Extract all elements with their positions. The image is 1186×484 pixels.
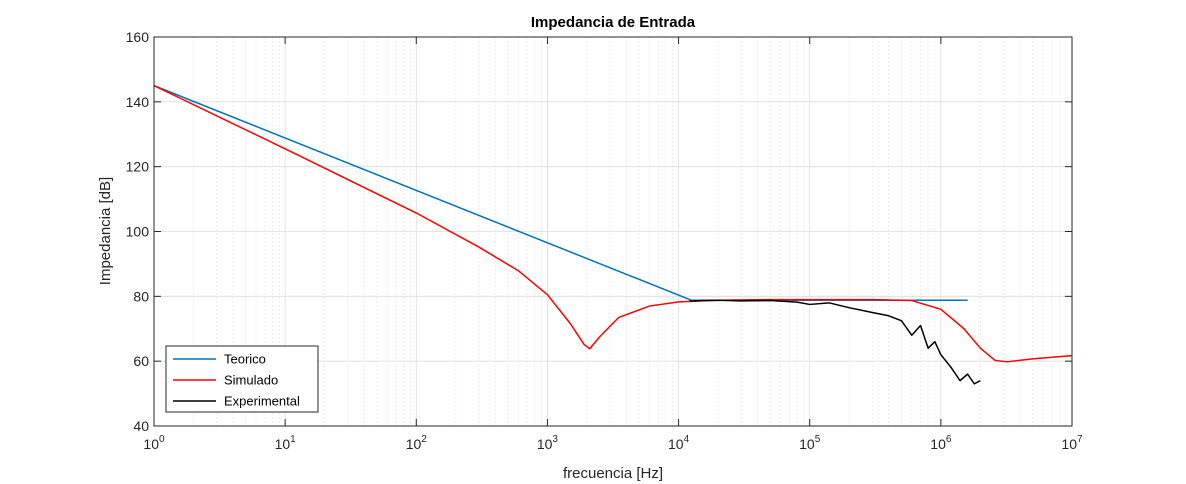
y-tick-label: 60 (133, 353, 149, 369)
tick-labels: 100 101 102 103 104 105 106 107 40 60 80 100 120 140 1… (126, 29, 1083, 452)
y-tick-label: 140 (126, 94, 150, 110)
y-tick-label: 80 (133, 288, 149, 304)
y-tick-label: 120 (126, 159, 150, 175)
y-tick-label: 100 (126, 224, 150, 240)
series-line-experimental (688, 299, 981, 385)
x-axis-label: frecuencia [Hz] (563, 465, 663, 482)
y-tick-label: 160 (126, 29, 150, 45)
y-tick-label: 40 (133, 418, 149, 434)
ticks (153, 36, 1073, 427)
legend-label-teorico: Teorico (224, 352, 266, 367)
legend-label-experimental: Experimental (224, 394, 300, 409)
legend-label-simulado: Simulado (224, 373, 278, 388)
x-tick-label: 103 (537, 434, 559, 452)
series-line-simulado (153, 84, 1073, 363)
x-tick-label: 100 (143, 434, 165, 452)
x-tick-label: 104 (668, 434, 690, 452)
x-tick-label: 101 (275, 434, 297, 452)
x-tick-label: 106 (930, 434, 952, 452)
legend: Teorico Simulado Experimental (165, 345, 319, 413)
x-tick-label: 102 (406, 434, 428, 452)
y-axis-label: Impedancia [dB] (97, 177, 114, 285)
series-group (153, 84, 1073, 385)
chart-title: Impedancia de Entrada (531, 14, 696, 31)
x-tick-label: 107 (1061, 434, 1083, 452)
x-tick-label: 105 (799, 434, 821, 452)
